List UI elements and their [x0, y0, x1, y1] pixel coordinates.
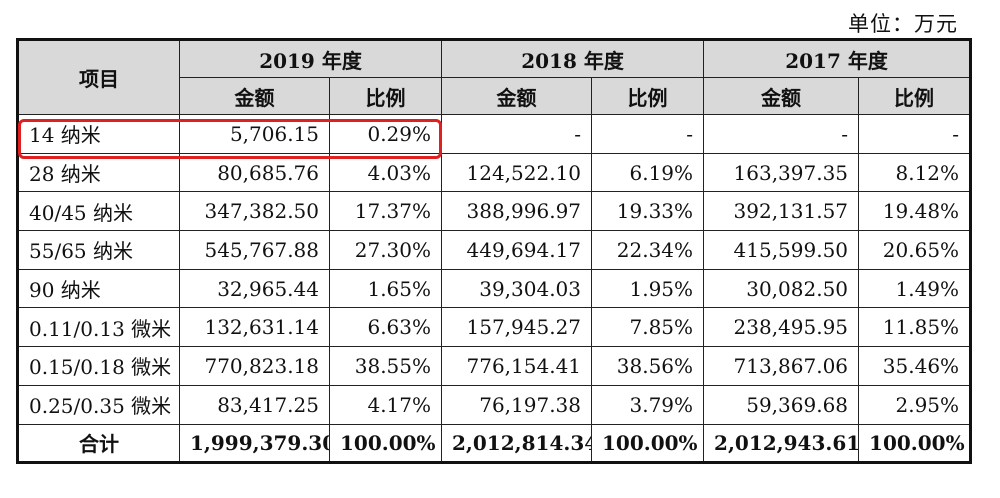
amount-cell: 713,867.06 [703, 346, 860, 386]
header-item: 项目 [17, 39, 180, 115]
header-amount: 金额 [179, 77, 330, 115]
ratio-cell: 11.85% [858, 307, 972, 348]
row-label: 90 纳米 [17, 268, 180, 309]
ratio-cell: 17.37% [328, 191, 443, 232]
ratio-cell: 38.56% [591, 346, 705, 386]
row-label: 0.25/0.35 微米 [17, 384, 180, 425]
row-label: 14 纳米 [17, 114, 180, 154]
ratio-cell: 100.00% [328, 423, 443, 464]
ratio-cell: 22.34% [591, 230, 705, 270]
ratio-cell: 19.33% [591, 191, 705, 232]
header-ratio: 比例 [591, 77, 705, 115]
ratio-cell: 100.00% [858, 423, 972, 464]
ratio-cell: 35.46% [858, 346, 972, 386]
amount-cell: 770,823.18 [179, 346, 330, 386]
ratio-cell: 4.17% [328, 384, 443, 425]
amount-cell: 545,767.88 [179, 230, 330, 270]
amount-cell: 388,996.97 [441, 191, 593, 232]
ratio-cell: 1.49% [858, 268, 972, 309]
revenue-by-process-table: 项目 2019 年度 2018 年度 2017 年度 金额 比例 金额 比例 金… [16, 38, 973, 465]
header-amount: 金额 [703, 77, 860, 115]
amount-cell: 132,631.14 [179, 307, 330, 348]
row-label: 0.11/0.13 微米 [17, 307, 180, 348]
table-row: 90 纳米 32,965.44 1.65% 39,304.03 1.95% 30,082.… [17, 268, 972, 309]
ratio-cell: 20.65% [858, 230, 972, 270]
ratio-cell: 3.79% [591, 384, 705, 425]
amount-cell: 347,382.50 [179, 191, 330, 232]
ratio-cell: 2.95% [858, 384, 972, 425]
header-ratio: 比例 [328, 77, 443, 115]
row-label: 40/45 纳米 [17, 191, 180, 232]
header-year-2017: 2017 年度 [703, 39, 972, 78]
header-amount: 金额 [441, 77, 593, 115]
row-label: 55/65 纳米 [17, 230, 180, 270]
ratio-cell: 8.12% [858, 152, 972, 193]
ratio-cell: 1.65% [328, 268, 443, 309]
total-row: 合计 1,999,379.30 100.00% 2,012,814.34 100.00%… [17, 423, 972, 464]
ratio-cell: 6.63% [328, 307, 443, 348]
ratio-cell: 27.30% [328, 230, 443, 270]
amount-cell: 238,495.95 [703, 307, 860, 348]
ratio-cell: 0.29% [328, 114, 443, 154]
amount-cell: 32,965.44 [179, 268, 330, 309]
amount-cell: 30,082.50 [703, 268, 860, 309]
amount-cell: 392,131.57 [703, 191, 860, 232]
table-row: 40/45 纳米 347,382.50 17.37% 388,996.97 19.33%… [17, 191, 972, 232]
amount-cell: 5,706.15 [179, 114, 330, 154]
ratio-cell: 1.95% [591, 268, 705, 309]
amount-cell: 157,945.27 [441, 307, 593, 348]
table-row: 0.25/0.35 微米 83,417.25 4.17% 76,197.38 3.79%… [17, 384, 972, 425]
ratio-cell: - [858, 114, 972, 154]
row-label: 28 纳米 [17, 152, 180, 193]
row-label: 合计 [17, 423, 180, 464]
amount-cell: 776,154.41 [441, 346, 593, 386]
amount-cell: 415,599.50 [703, 230, 860, 270]
amount-cell: 59,369.68 [703, 384, 860, 425]
amount-cell: 2,012,943.61 [703, 423, 860, 464]
amount-cell: - [441, 114, 593, 154]
table-row: 28 纳米 80,685.76 4.03% 124,522.10 6.19% 163,39… [17, 152, 972, 193]
header-year-2018: 2018 年度 [441, 39, 705, 78]
amount-cell: - [703, 114, 860, 154]
header-year-2019: 2019 年度 [178, 39, 443, 78]
ratio-cell: 100.00% [591, 423, 705, 464]
ratio-cell: 19.48% [858, 191, 972, 232]
amount-cell: 1,999,379.30 [179, 423, 330, 464]
unit-label: 单位：万元 [848, 12, 958, 36]
amount-cell: 39,304.03 [441, 268, 593, 309]
amount-cell: 449,694.17 [441, 230, 593, 270]
ratio-cell: 7.85% [591, 307, 705, 348]
amount-cell: 83,417.25 [179, 384, 330, 425]
table-row: 0.11/0.13 微米 132,631.14 6.63% 157,945.27 7.8… [17, 307, 972, 348]
row-label: 0.15/0.18 微米 [17, 346, 180, 386]
table-row: 55/65 纳米 545,767.88 27.30% 449,694.17 22.34%… [17, 230, 972, 270]
amount-cell: 76,197.38 [441, 384, 593, 425]
amount-cell: 80,685.76 [179, 152, 330, 193]
ratio-cell: 38.55% [328, 346, 443, 386]
table-row: 14 纳米 5,706.15 0.29% - - - - [17, 114, 972, 154]
header-ratio: 比例 [858, 77, 972, 115]
amount-cell: 2,012,814.34 [441, 423, 593, 464]
ratio-cell: 4.03% [328, 152, 443, 193]
ratio-cell: - [591, 114, 705, 154]
ratio-cell: 6.19% [591, 152, 705, 193]
amount-cell: 124,522.10 [441, 152, 593, 193]
amount-cell: 163,397.35 [703, 152, 860, 193]
table-row: 0.15/0.18 微米 770,823.18 38.55% 776,154.41 38… [17, 346, 972, 386]
